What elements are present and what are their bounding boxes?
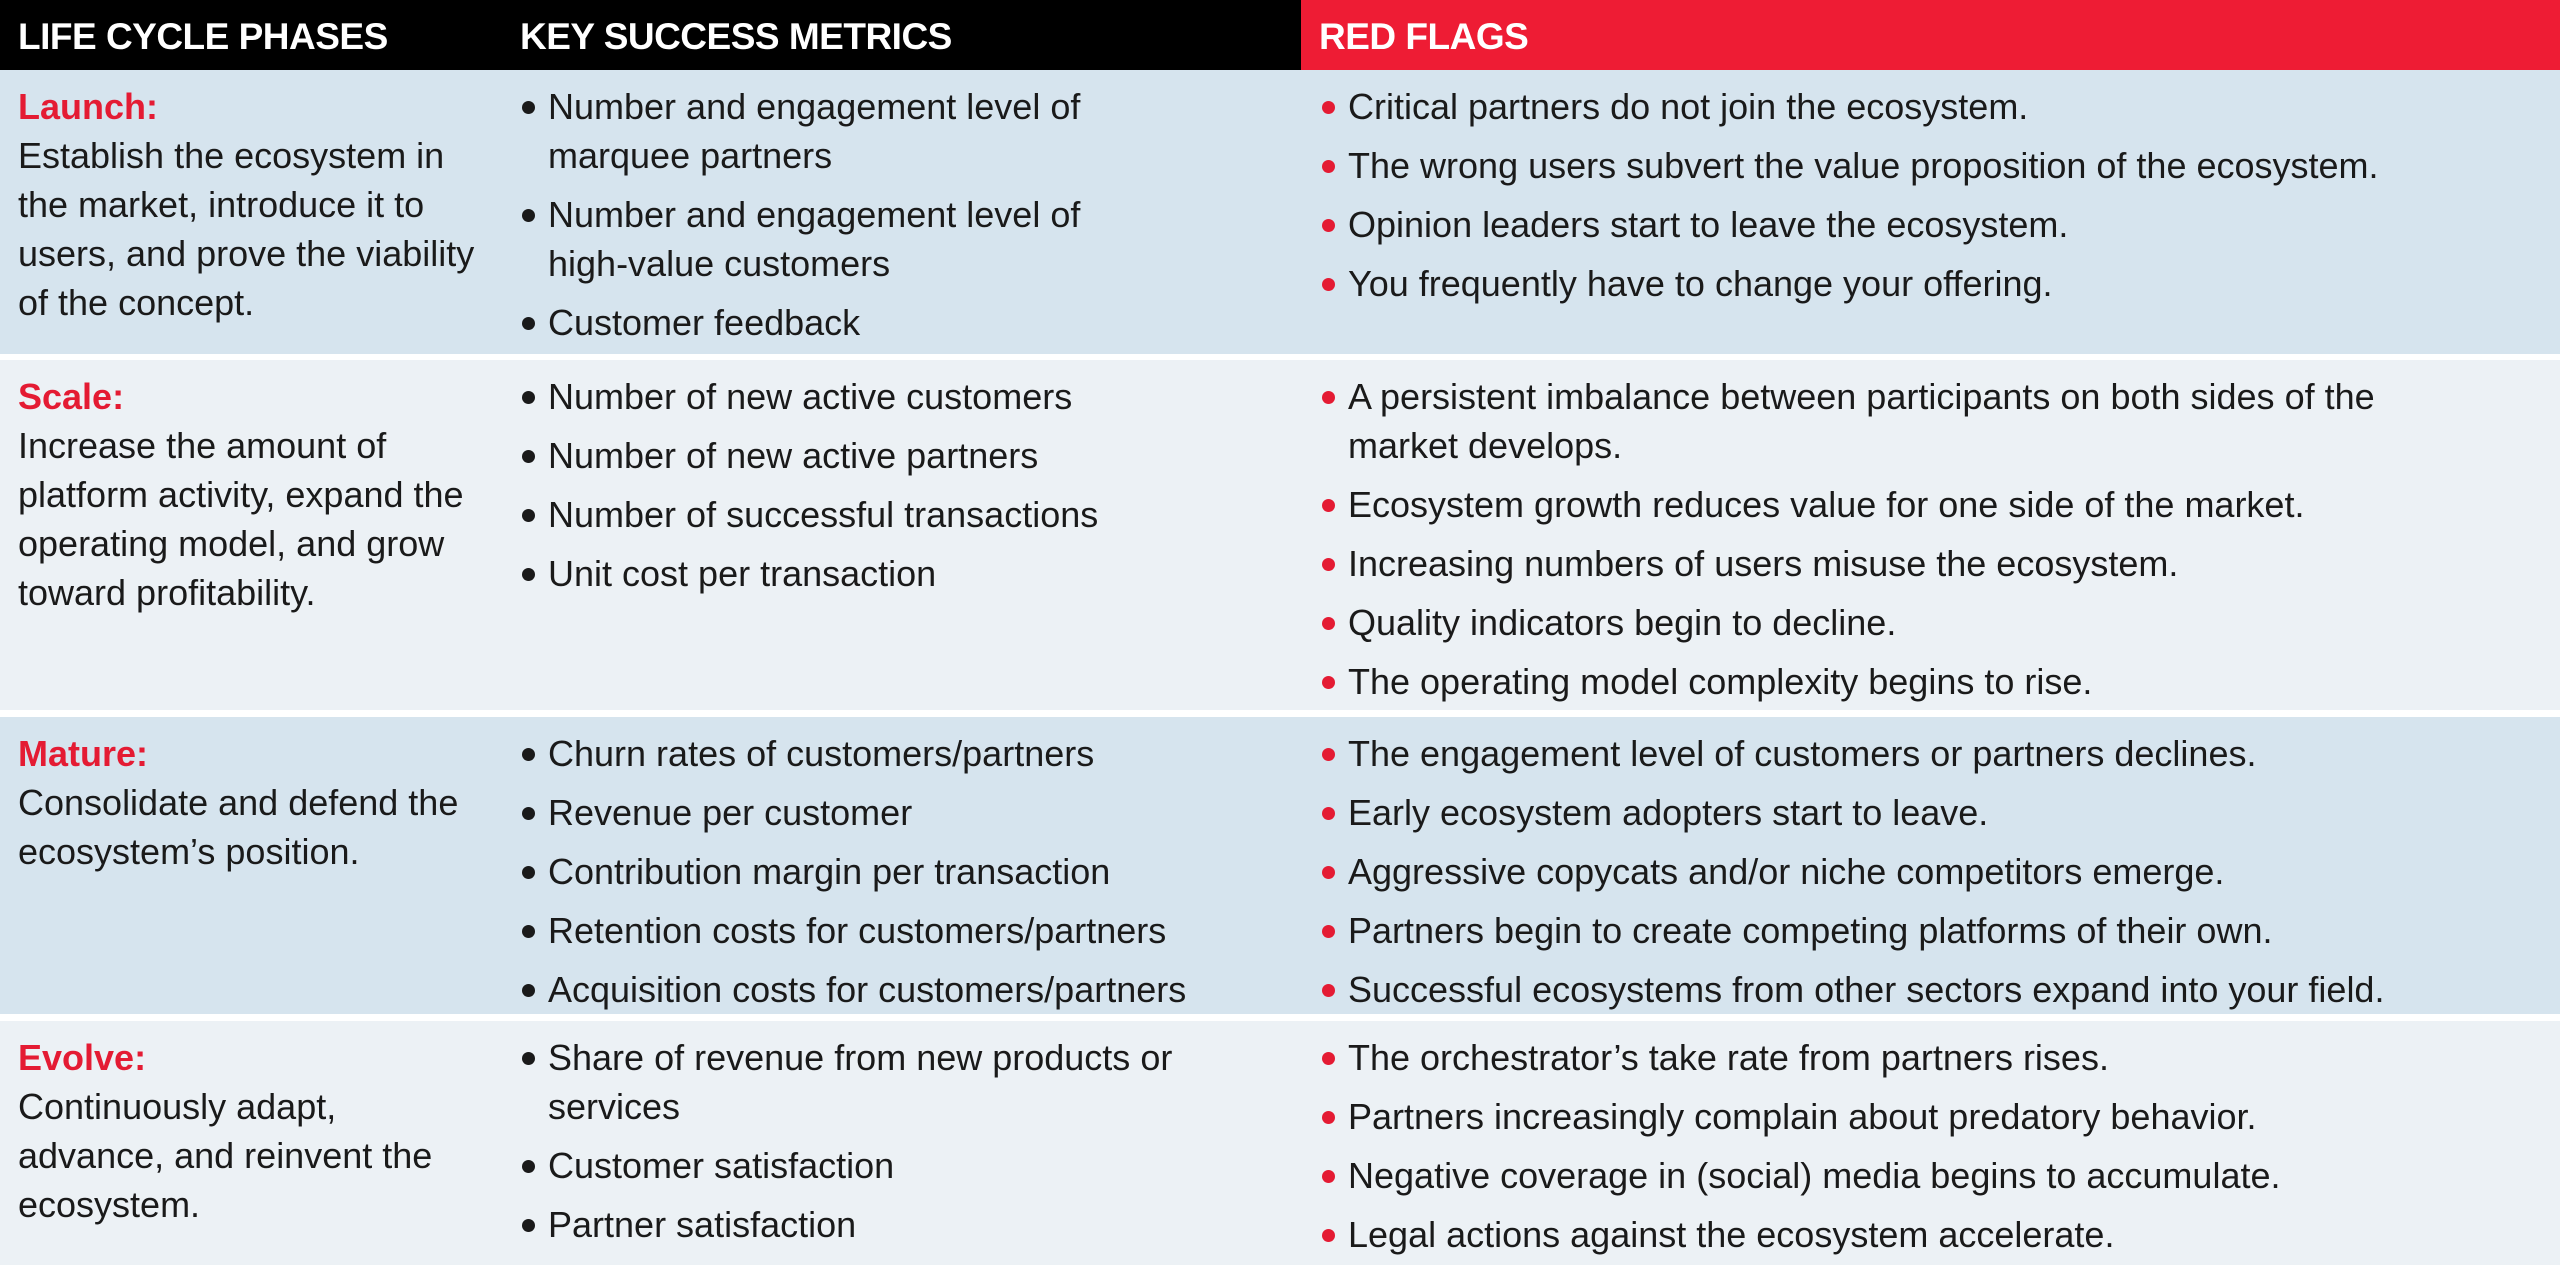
- bullet-icon: [1322, 676, 1335, 689]
- metrics-cell: Share of revenue from new products or se…: [518, 1021, 1288, 1259]
- red-flag-item: The wrong users subvert the value propos…: [1318, 141, 2548, 190]
- bullet-icon: [1322, 219, 1335, 232]
- table-row-mature: Mature: Consolidate and defend the ecosy…: [0, 717, 2560, 1014]
- red-flag-item: Partners increasingly complain about pre…: [1318, 1092, 2548, 1141]
- table-header: LIFE CYCLE PHASES KEY SUCCESS METRICS RE…: [0, 0, 2560, 70]
- red-flag-item: Early ecosystem adopters start to leave.: [1318, 788, 2548, 837]
- phase-cell: Evolve: Continuously adapt, advance, and…: [18, 1021, 498, 1229]
- bullet-icon: [1322, 984, 1335, 997]
- bullet-icon: [522, 807, 535, 820]
- bullet-icon: [522, 748, 535, 761]
- bullet-icon: [1322, 558, 1335, 571]
- red-flag-item: The orchestrator’s take rate from partne…: [1318, 1033, 2548, 1082]
- bullet-icon: [1322, 391, 1335, 404]
- phase-description: Increase the amount of platform activity…: [18, 425, 464, 613]
- red-flag-item: The engagement level of customers or par…: [1318, 729, 2548, 778]
- bullet-icon: [1322, 617, 1335, 630]
- bullet-icon: [1322, 160, 1335, 173]
- phase-name: Mature:: [18, 733, 149, 774]
- red-flag-item: Ecosystem growth reduces value for one s…: [1318, 480, 2478, 529]
- bullet-icon: [1322, 1170, 1335, 1183]
- bullet-icon: [522, 209, 535, 222]
- metrics-cell: Number and engagement level of marquee p…: [518, 70, 1288, 357]
- metric-item: Revenue per customer: [518, 788, 1288, 837]
- metrics-cell: Number of new active customers Number of…: [518, 360, 1288, 608]
- bullet-icon: [1322, 1052, 1335, 1065]
- red-flag-item: A persistent imbalance between participa…: [1318, 372, 2478, 470]
- header-key-success-metrics: KEY SUCCESS METRICS: [502, 0, 1301, 70]
- metrics-cell: Churn rates of customers/partners Revenu…: [518, 717, 1288, 1024]
- bullet-icon: [522, 866, 535, 879]
- bullet-icon: [522, 317, 535, 330]
- red-flag-item: Negative coverage in (social) media begi…: [1318, 1151, 2548, 1200]
- metric-item: Churn rates of customers/partners: [518, 729, 1288, 778]
- red-flag-item: Legal actions against the ecosystem acce…: [1318, 1210, 2548, 1259]
- red-flag-item: Critical partners do not join the ecosys…: [1318, 82, 2548, 131]
- bullet-icon: [522, 568, 535, 581]
- red-flag-item: Quality indicators begin to decline.: [1318, 598, 2478, 647]
- bullet-icon: [1322, 499, 1335, 512]
- red-flags-cell: A persistent imbalance between participa…: [1318, 360, 2548, 716]
- bullet-icon: [522, 1052, 535, 1065]
- bullet-icon: [522, 509, 535, 522]
- bullet-icon: [522, 1219, 535, 1232]
- red-flag-item: You frequently have to change your offer…: [1318, 259, 2548, 308]
- phase-cell: Scale: Increase the amount of platform a…: [18, 360, 498, 617]
- red-flag-item: Opinion leaders start to leave the ecosy…: [1318, 200, 2548, 249]
- metric-item: Customer feedback: [518, 298, 1138, 347]
- red-flag-item: The operating model complexity begins to…: [1318, 657, 2478, 706]
- bullet-icon: [1322, 866, 1335, 879]
- metric-item: Number of new active customers: [518, 372, 1288, 421]
- metric-item: Number and engagement level of marquee p…: [518, 82, 1138, 180]
- bullet-icon: [522, 984, 535, 997]
- metric-item: Number of successful transactions: [518, 490, 1288, 539]
- bullet-icon: [522, 391, 535, 404]
- table-row-scale: Scale: Increase the amount of platform a…: [0, 360, 2560, 710]
- header-life-cycle-phases: LIFE CYCLE PHASES: [0, 0, 502, 70]
- bullet-icon: [1322, 1229, 1335, 1242]
- bullet-icon: [1322, 748, 1335, 761]
- metric-item: Contribution margin per transaction: [518, 847, 1288, 896]
- bullet-icon: [1322, 101, 1335, 114]
- metric-item: Customer satisfaction: [518, 1141, 1198, 1190]
- phase-description: Consolidate and defend the ecosystem’s p…: [18, 782, 459, 872]
- red-flag-item: Increasing numbers of users misuse the e…: [1318, 539, 2478, 588]
- phase-description: Continuously adapt, advance, and reinven…: [18, 1086, 433, 1225]
- red-flag-item: Successful ecosystems from other sectors…: [1318, 965, 2548, 1014]
- metric-item: Partner satisfaction: [518, 1200, 1198, 1249]
- metric-item: Unit cost per transaction: [518, 549, 1288, 598]
- metric-item: Share of revenue from new products or se…: [518, 1033, 1198, 1131]
- phase-cell: Launch: Establish the ecosystem in the m…: [18, 70, 498, 327]
- red-flags-cell: The orchestrator’s take rate from partne…: [1318, 1021, 2548, 1265]
- bullet-icon: [1322, 807, 1335, 820]
- red-flag-item: Aggressive copycats and/or niche competi…: [1318, 847, 2548, 896]
- metric-item: Acquisition costs for customers/partners: [518, 965, 1288, 1014]
- metric-item: Number of new active partners: [518, 431, 1288, 480]
- bullet-icon: [1322, 925, 1335, 938]
- bullet-icon: [522, 925, 535, 938]
- header-red-flags: RED FLAGS: [1301, 0, 2560, 70]
- metric-item: Number and engagement level of high-valu…: [518, 190, 1138, 288]
- bullet-icon: [522, 450, 535, 463]
- red-flags-cell: Critical partners do not join the ecosys…: [1318, 70, 2548, 318]
- bullet-icon: [1322, 1111, 1335, 1124]
- phase-description: Establish the ecosystem in the market, i…: [18, 135, 475, 323]
- bullet-icon: [522, 1160, 535, 1173]
- bullet-icon: [522, 101, 535, 114]
- phase-cell: Mature: Consolidate and defend the ecosy…: [18, 717, 498, 876]
- phase-name: Scale:: [18, 376, 125, 417]
- bullet-icon: [1322, 278, 1335, 291]
- table-row-evolve: Evolve: Continuously adapt, advance, and…: [0, 1021, 2560, 1265]
- phase-name: Evolve:: [18, 1037, 147, 1078]
- red-flags-cell: The engagement level of customers or par…: [1318, 717, 2548, 1024]
- metric-item: Retention costs for customers/partners: [518, 906, 1288, 955]
- phase-name: Launch:: [18, 86, 158, 127]
- red-flag-item: Partners begin to create competing platf…: [1318, 906, 2548, 955]
- table-row-launch: Launch: Establish the ecosystem in the m…: [0, 70, 2560, 354]
